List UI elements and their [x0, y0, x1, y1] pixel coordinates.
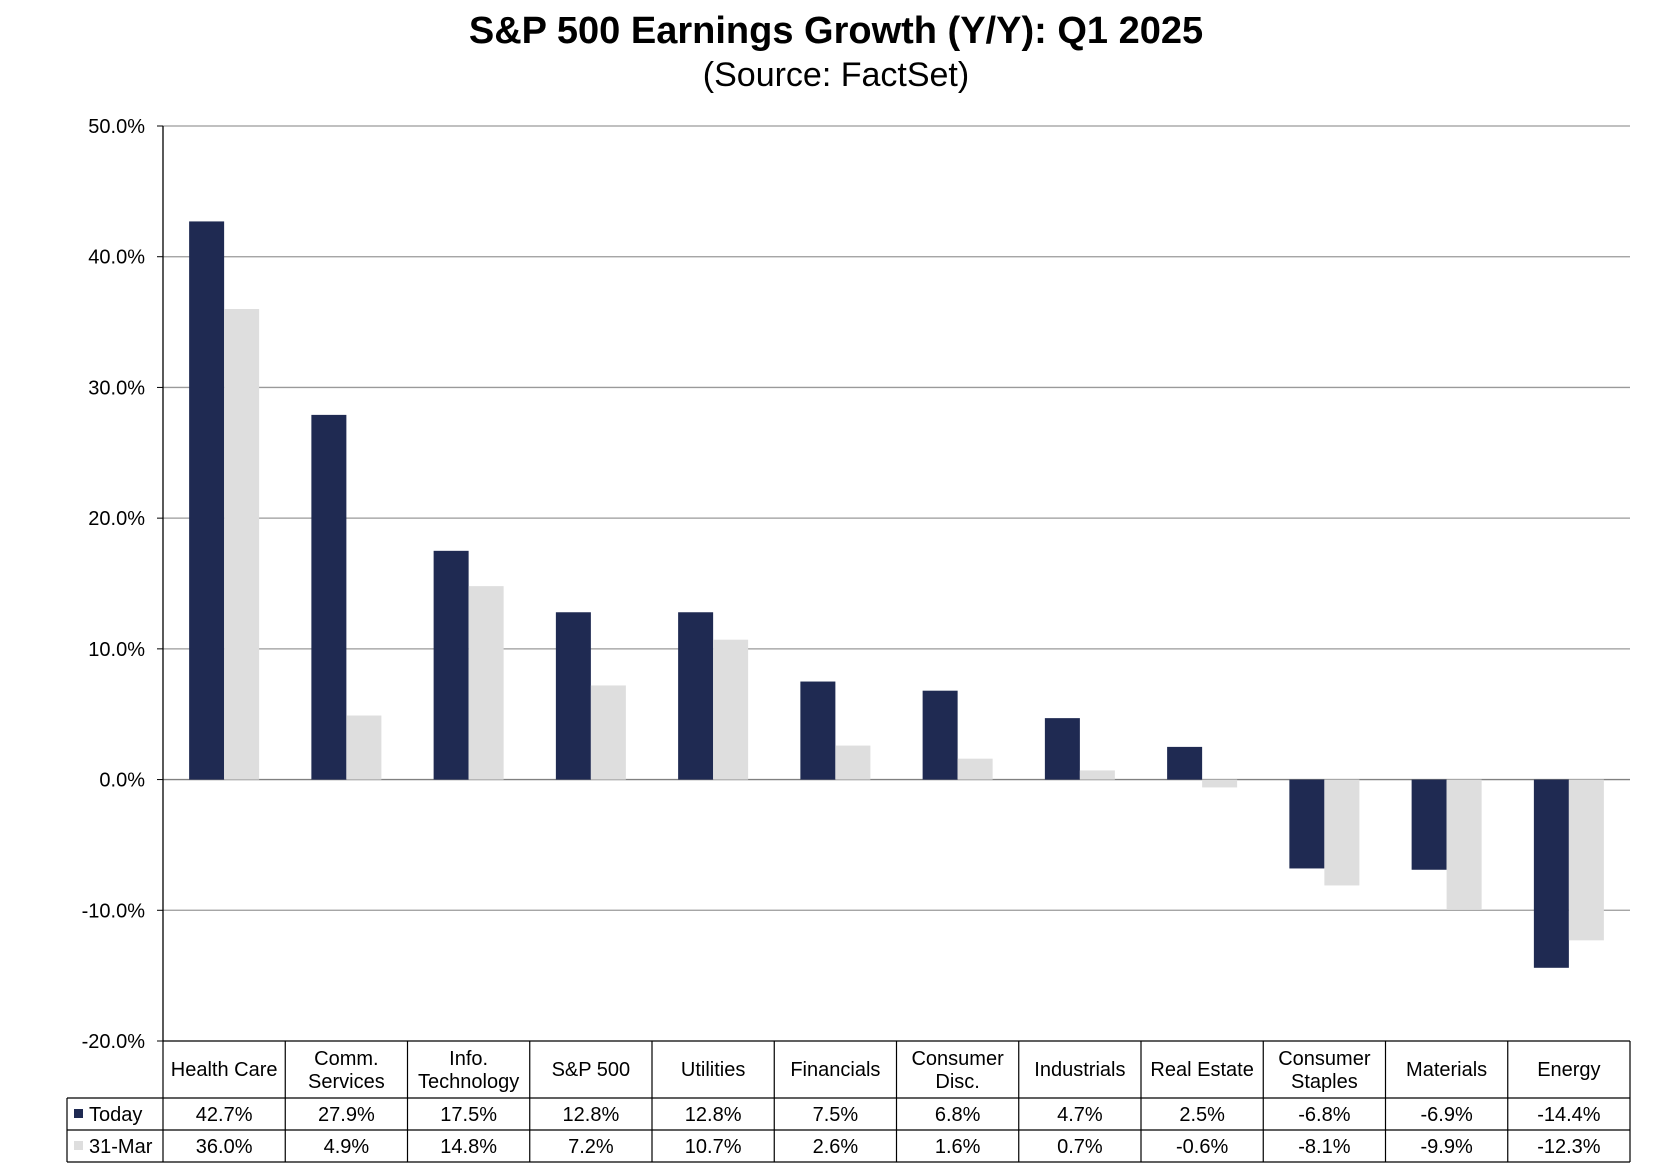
bar-31-mar-10: [1446, 779, 1482, 909]
y-tick-label: 30.0%: [88, 377, 145, 399]
bar-31-mar-4: [713, 639, 749, 780]
bar-31-mar-11: [1568, 779, 1604, 941]
legend-label-31-mar: 31-Mar: [89, 1136, 153, 1158]
y-tick-label: 20.0%: [88, 508, 145, 530]
category-label-line2: Staples: [1291, 1071, 1358, 1093]
chart-title: S&P 500 Earnings Growth (Y/Y): Q1 2025: [468, 10, 1204, 52]
bar-31-mar-0: [224, 309, 260, 780]
data-label-31-mar: -9.9%: [1421, 1136, 1473, 1158]
data-label-today: 7.5%: [813, 1104, 859, 1126]
data-table: Health Care Comm.Services Info.Technology S…: [66, 1041, 1631, 1163]
bar-31-mar-2: [468, 586, 504, 780]
data-label-today: 4.7%: [1057, 1104, 1103, 1126]
data-label-31-mar: 7.2%: [568, 1136, 614, 1158]
legend-label-today: Today: [89, 1104, 142, 1126]
category-label: Energy: [1537, 1059, 1600, 1081]
bar-today-10: [1411, 779, 1447, 870]
y-tick-label: -10.0%: [82, 900, 146, 922]
data-label-today: -14.4%: [1537, 1104, 1601, 1126]
data-label-31-mar: 14.8%: [440, 1136, 497, 1158]
data-label-31-mar: -8.1%: [1298, 1136, 1350, 1158]
bar-today-0: [189, 221, 225, 780]
data-label-today: 42.7%: [196, 1104, 253, 1126]
category-label: Real Estate: [1150, 1059, 1253, 1081]
bar-today-3: [555, 612, 591, 780]
category-label-line2: Technology: [418, 1071, 519, 1093]
bar-31-mar-5: [835, 745, 871, 780]
y-tick-label: -20.0%: [82, 1031, 146, 1053]
category-label-line1: Consumer: [1278, 1048, 1371, 1070]
data-label-today: -6.8%: [1298, 1104, 1350, 1126]
category-label: S&P 500: [552, 1059, 631, 1081]
bar-today-1: [311, 414, 347, 780]
category-label-line1: Comm.: [314, 1048, 378, 1070]
bar-31-mar-8: [1202, 779, 1238, 788]
bar-today-8: [1167, 746, 1203, 780]
data-label-31-mar: -12.3%: [1537, 1136, 1601, 1158]
bar-today-2: [433, 550, 469, 780]
legend-key-today: [74, 1109, 83, 1118]
category-label: Materials: [1406, 1059, 1487, 1081]
data-label-31-mar: -0.6%: [1176, 1136, 1228, 1158]
bar-today-7: [1044, 718, 1080, 780]
category-label: Industrials: [1034, 1059, 1125, 1081]
category-label-line2: Disc.: [935, 1071, 979, 1093]
data-label-31-mar: 1.6%: [935, 1136, 981, 1158]
bar-31-mar-7: [1079, 770, 1115, 780]
data-label-today: -6.9%: [1421, 1104, 1473, 1126]
category-label-line1: Info.: [449, 1048, 488, 1070]
bar-today-6: [922, 690, 958, 780]
bar-today-4: [678, 612, 714, 780]
category-label: Financials: [790, 1059, 880, 1081]
data-label-31-mar: 36.0%: [196, 1136, 253, 1158]
y-tick-label: 50.0%: [88, 116, 145, 138]
y-tick-label: 10.0%: [88, 639, 145, 661]
gridlines: [163, 125, 1630, 911]
category-label: Utilities: [681, 1059, 745, 1081]
data-label-31-mar: 2.6%: [813, 1136, 859, 1158]
bar-31-mar-9: [1324, 779, 1360, 886]
bar-31-mar-1: [346, 715, 382, 780]
data-label-today: 27.9%: [318, 1104, 375, 1126]
bar-today-11: [1533, 779, 1569, 968]
axes: [162, 126, 1630, 1042]
data-label-31-mar: 10.7%: [685, 1136, 742, 1158]
chart-subtitle: (Source: FactSet): [702, 56, 970, 94]
y-axis-ticks: 50.0% 40.0% 30.0% 20.0% 10.0% 0.0% -10.0% -20.0…: [82, 116, 163, 1053]
bar-today-9: [1289, 779, 1325, 869]
bars: [189, 221, 1604, 968]
data-label-today: 12.8%: [685, 1104, 742, 1126]
data-label-31-mar: 4.9%: [324, 1136, 370, 1158]
data-label-31-mar: 0.7%: [1057, 1136, 1103, 1158]
category-label-line2: Services: [308, 1071, 385, 1093]
category-label: Health Care: [171, 1059, 278, 1081]
bar-today-5: [800, 681, 836, 780]
bar-31-mar-6: [957, 758, 993, 780]
y-tick-label: 40.0%: [88, 247, 145, 269]
legend-key-31-mar: [74, 1141, 83, 1150]
category-label-line1: Consumer: [911, 1048, 1004, 1070]
data-label-today: 6.8%: [935, 1104, 981, 1126]
data-label-today: 17.5%: [440, 1104, 497, 1126]
data-label-today: 2.5%: [1179, 1104, 1225, 1126]
data-label-today: 12.8%: [563, 1104, 620, 1126]
bar-31-mar-3: [590, 685, 626, 780]
y-tick-label: 0.0%: [99, 770, 145, 792]
